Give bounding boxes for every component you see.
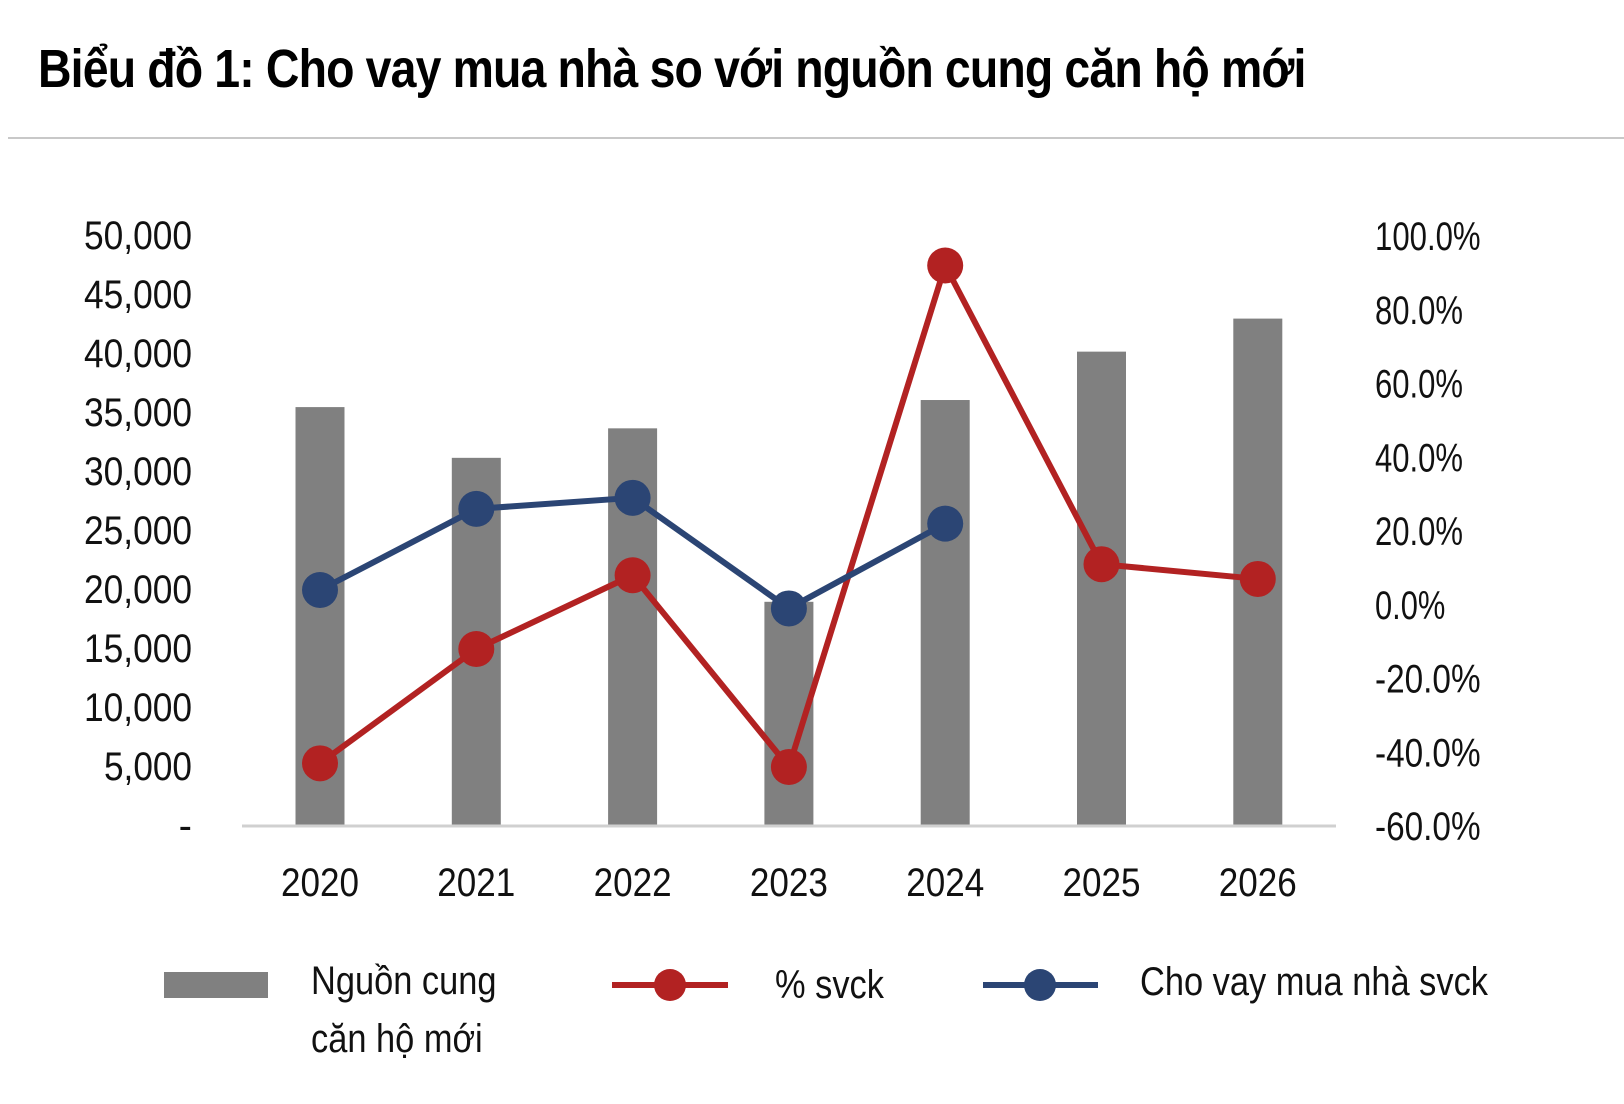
left-tick-label: 25,000	[84, 509, 192, 553]
series-point	[1239, 560, 1276, 597]
line-series	[302, 247, 1276, 785]
series-point	[302, 572, 338, 608]
series-point	[302, 745, 338, 782]
x-tick-label: 2025	[1063, 861, 1141, 905]
left-tick-label: 50,000	[84, 214, 192, 258]
chart-title: Biểu đồ 1: Cho vay mua nhà so với nguồn …	[38, 39, 1306, 99]
x-tick-label: 2024	[906, 861, 984, 905]
legend-marker-loan	[1024, 969, 1056, 1001]
legend-marker-yoy	[654, 969, 686, 1001]
right-tick-label: 20.0%	[1375, 510, 1463, 554]
right-tick-label: -60.0%	[1375, 805, 1481, 849]
legend	[164, 969, 1098, 1001]
left-tick-label: 10,000	[84, 686, 192, 730]
left-tick-label: 15,000	[84, 627, 192, 671]
right-tick-label: 0.0%	[1375, 584, 1445, 628]
legend-label-supply: Nguồn cung căn hộ mới	[311, 959, 497, 1061]
right-tick-label: -40.0%	[1375, 731, 1481, 775]
bar-supply	[920, 400, 970, 826]
left-tick-label: 40,000	[84, 332, 192, 376]
left-tick-label: -	[179, 804, 192, 848]
right-tick-label: 80.0%	[1375, 289, 1463, 333]
x-tick-label: 2022	[594, 861, 672, 905]
left-tick-label: 45,000	[84, 273, 192, 317]
series-point	[458, 490, 495, 527]
right-tick-label: 40.0%	[1375, 436, 1463, 480]
right-tick-label: -20.0%	[1375, 658, 1481, 702]
right-axis-ticks: -60.0% -40.0% -20.0% 0.0% 20.0% 40.0% 60.0% 80.…	[1375, 215, 1481, 849]
right-tick-label: 100.0%	[1375, 215, 1481, 259]
series-point	[614, 557, 651, 594]
x-axis-ticks: 2020 2021 2022 2023 2024 2025 2026	[281, 861, 1297, 905]
series-point	[614, 479, 651, 516]
series-point	[927, 505, 964, 542]
left-axis-ticks: - 5,000 10,000 15,000 20,000 25,000 30,000 35,0…	[84, 214, 192, 848]
legend-label-yoy: % svck	[775, 963, 884, 1007]
series-point	[770, 749, 807, 785]
legend-swatch-supply	[164, 972, 268, 998]
series-point	[1083, 546, 1120, 583]
title-divider	[8, 137, 1624, 139]
left-tick-label: 5,000	[104, 745, 192, 789]
x-tick-label: 2020	[281, 861, 359, 905]
bar-supply	[1077, 351, 1126, 826]
left-tick-label: 30,000	[84, 450, 192, 494]
x-tick-label: 2026	[1219, 861, 1297, 905]
x-tick-label: 2021	[437, 861, 515, 905]
series-point	[770, 590, 807, 627]
left-tick-label: 20,000	[84, 568, 192, 612]
left-tick-label: 35,000	[84, 391, 192, 435]
legend-label-loan: Cho vay mua nhà svck	[1140, 960, 1488, 1004]
series-point	[927, 247, 964, 284]
x-tick-label: 2023	[750, 861, 828, 905]
right-tick-label: 60.0%	[1375, 363, 1463, 407]
series-point	[458, 631, 495, 667]
